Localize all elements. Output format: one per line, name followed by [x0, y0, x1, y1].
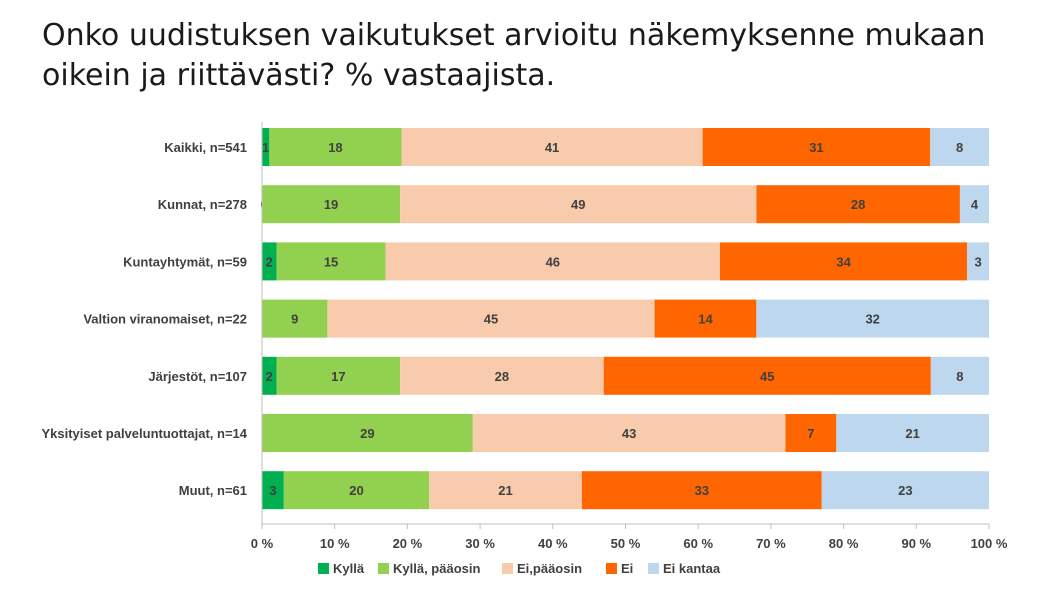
bar-segment [756, 185, 960, 224]
x-tick-label: 0 % [251, 536, 274, 551]
data-label: 45 [484, 312, 498, 327]
data-label: 18 [328, 140, 342, 155]
bar-segment [785, 414, 837, 452]
bar-segment [472, 414, 786, 452]
data-label: 3 [269, 483, 276, 498]
page-title: Onko uudistuksen vaikutukset arvioitu nä… [42, 16, 1022, 96]
data-label: 15 [324, 254, 338, 269]
bar-segment [400, 356, 604, 395]
x-tick-label: 70 % [756, 536, 786, 551]
legend-label: Kyllä, pääosin [393, 561, 480, 576]
bar-segment [930, 356, 989, 395]
x-tick-label: 100 % [971, 536, 1008, 551]
bar-segment [400, 185, 757, 224]
legend-swatch [606, 563, 617, 574]
x-tick-label: 80 % [829, 536, 859, 551]
bar-segment [603, 356, 931, 395]
bar-segment [276, 242, 386, 281]
data-label: 28 [495, 369, 509, 384]
x-tick-label: 90 % [901, 536, 931, 551]
data-label: 9 [291, 312, 298, 327]
data-label: 45 [760, 369, 774, 384]
x-tick-label: 60 % [683, 536, 713, 551]
x-tick-label: 30 % [465, 536, 495, 551]
data-label: 33 [695, 483, 709, 498]
category-label: Kunnat, n=278 [158, 197, 247, 212]
data-label: 31 [809, 140, 823, 155]
data-label: 49 [571, 197, 585, 212]
data-label: 32 [865, 312, 879, 327]
bar-segment [262, 471, 284, 510]
bar-segment [959, 185, 989, 224]
x-tick-label: 10 % [320, 536, 350, 551]
bar-segment [967, 242, 989, 281]
data-label: 8 [956, 140, 963, 155]
data-label: 2 [266, 369, 273, 384]
category-label: Järjestöt, n=107 [148, 369, 247, 384]
category-label: Valtion viranomaiset, n=22 [83, 312, 247, 327]
bar-segment [262, 242, 277, 281]
data-label: 3 [974, 254, 981, 269]
bar-segment [720, 242, 968, 281]
bar-segment [276, 356, 401, 395]
data-label: 1 [262, 140, 269, 155]
data-label: 21 [905, 426, 919, 441]
data-label: 23 [898, 483, 912, 498]
data-label: 28 [851, 197, 865, 212]
category-label: Yksityiset palveluntuottajat, n=14 [41, 426, 247, 441]
data-label: 17 [331, 369, 345, 384]
bar-segment [836, 414, 989, 452]
legend-swatch [318, 563, 329, 574]
bar-segment [429, 471, 582, 510]
data-label: 21 [498, 483, 512, 498]
legend-swatch [378, 563, 389, 574]
bar-segment [756, 299, 989, 338]
x-tick-label: 40 % [538, 536, 568, 551]
bar-segment [385, 242, 721, 281]
legend-label: Ei kantaa [663, 561, 721, 576]
legend-label: Ei,pääosin [517, 561, 582, 576]
title-line-1: Onko uudistuksen vaikutukset arvioitu nä… [42, 18, 986, 53]
data-label: 43 [622, 426, 636, 441]
bar-segment [283, 471, 430, 510]
x-tick-label: 20 % [393, 536, 423, 551]
bar-segment [262, 128, 270, 166]
bar-segment [262, 356, 277, 395]
data-label: 4 [971, 197, 979, 212]
bar-segment [262, 414, 473, 452]
bar-segment [262, 299, 328, 338]
category-label: Kuntayhtymät, n=59 [123, 254, 247, 269]
bar-segment [821, 471, 989, 510]
bar-segment [702, 128, 931, 166]
x-tick-label: 50 % [611, 536, 641, 551]
data-label: 7 [807, 426, 814, 441]
title-line-2: oikein ja riittävästi? % vastaajista. [42, 58, 556, 93]
data-label: 14 [698, 312, 713, 327]
data-label: 46 [546, 254, 560, 269]
data-label: 20 [349, 483, 363, 498]
category-label: Muut, n=61 [179, 483, 247, 498]
data-label: 2 [266, 254, 273, 269]
bar-segment [401, 128, 703, 166]
legend-swatch [502, 563, 513, 574]
data-label: 41 [545, 140, 559, 155]
bar-segment [654, 299, 757, 338]
bar-segment [930, 128, 989, 166]
bar-segment [327, 299, 655, 338]
data-label: 8 [956, 369, 963, 384]
legend-label: Ei [621, 561, 633, 576]
legend-label: Kyllä [333, 561, 365, 576]
legend-swatch [648, 563, 659, 574]
bar-segment [262, 185, 401, 224]
bar-segment [269, 128, 402, 166]
data-label: 29 [360, 426, 374, 441]
data-label: 34 [836, 254, 851, 269]
data-label: 19 [324, 197, 338, 212]
category-label: Kaikki, n=541 [164, 140, 247, 155]
bar-segment [581, 471, 822, 510]
